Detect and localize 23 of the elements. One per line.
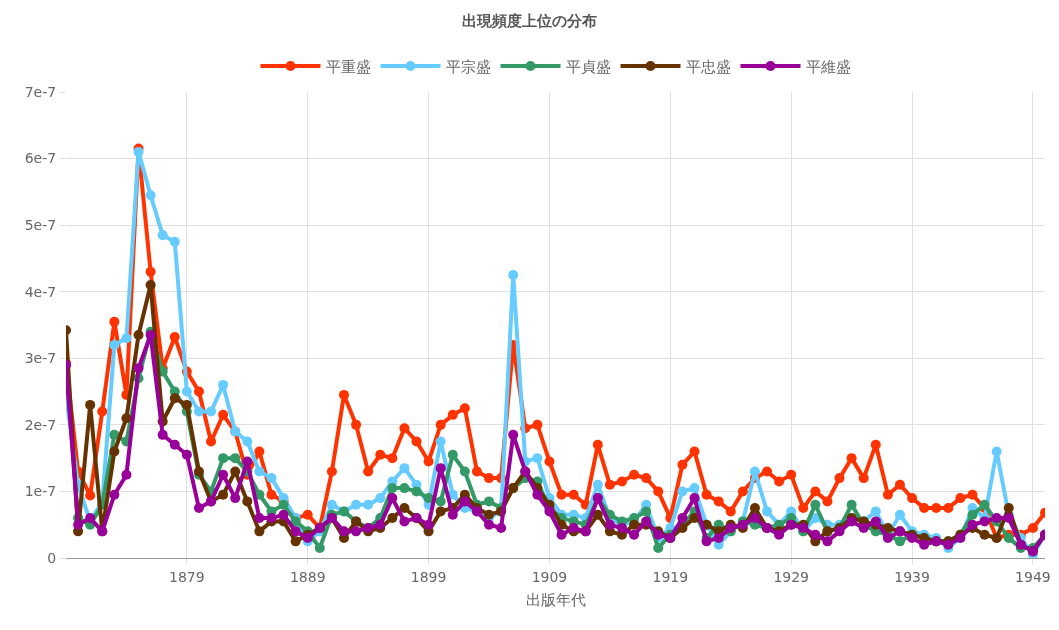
x-tick-label: 1899 <box>410 568 447 585</box>
x-tick-label: 1929 <box>773 568 810 585</box>
legend-label: 平重盛 <box>325 57 371 76</box>
chart-title: 出現頻度上位の分布 <box>462 12 597 31</box>
x-tick-label: 1909 <box>531 568 568 585</box>
legend-label: 平貞盛 <box>565 57 611 76</box>
x-tick-label: 1919 <box>652 568 689 585</box>
legend-label: 平忠盛 <box>685 57 731 76</box>
y-tick-label: 4e-7 <box>24 283 57 300</box>
x-tick-label: 1939 <box>894 568 930 585</box>
y-tick-label: 1e-7 <box>24 483 57 500</box>
legend-label: 平宗盛 <box>445 57 491 76</box>
y-tick-label: 2e-7 <box>24 416 57 433</box>
x-tick-label: 1949 <box>1015 568 1051 585</box>
x-tick-label: 1879 <box>169 568 205 585</box>
y-tick-label: 7e-7 <box>24 83 57 100</box>
y-tick-label: 5e-7 <box>24 217 57 234</box>
x-tick-label: 1889 <box>289 568 326 585</box>
legend-label: 平維盛 <box>805 57 851 76</box>
y-tick-label: 3e-7 <box>24 350 57 367</box>
y-tick-label: 6e-7 <box>24 150 57 167</box>
y-tick-label: 0 <box>47 549 57 566</box>
x-axis-title: 出版年代 <box>525 590 586 609</box>
